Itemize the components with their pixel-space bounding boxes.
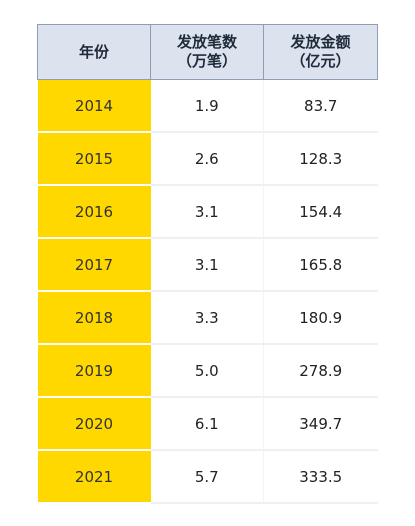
table-header: 年份 发放笔数 （万笔） 发放金额 （亿元） [37,24,378,80]
year-cell: 2019 [37,344,151,398]
year-cell: 2014 [37,79,151,133]
count-cell: 5.7 [150,450,264,504]
table-row: 2017 3.1 165.8 [37,238,378,292]
count-cell: 3.3 [150,291,264,345]
table-row: 2018 3.3 180.9 [37,291,378,345]
amount-cell: 154.4 [263,185,378,239]
table-body: 2014 1.9 83.7 2015 2.6 128.3 2016 3.1 15… [37,79,378,504]
amount-cell: 165.8 [263,238,378,292]
count-cell: 2.6 [150,132,264,186]
table-row: 2016 3.1 154.4 [37,185,378,239]
year-cell: 2017 [37,238,151,292]
header-count: 发放笔数 （万笔） [150,24,264,80]
year-cell: 2016 [37,185,151,239]
amount-cell: 128.3 [263,132,378,186]
amount-cell: 333.5 [263,450,378,504]
header-count-label: 发放笔数 [176,33,237,51]
amount-cell: 278.9 [263,344,378,398]
table-row: 2015 2.6 128.3 [37,132,378,186]
amount-cell: 180.9 [263,291,378,345]
table-row: 2014 1.9 83.7 [37,79,378,133]
table-row: 2021 5.7 333.5 [37,450,378,504]
header-count-unit: （万笔） [176,52,237,70]
count-cell: 3.1 [150,185,264,239]
year-cell: 2015 [37,132,151,186]
table-row: 2020 6.1 349.7 [37,397,378,451]
count-cell: 5.0 [150,344,264,398]
year-cell: 2021 [37,450,151,504]
header-amount: 发放金额 （亿元） [263,24,378,80]
count-cell: 6.1 [150,397,264,451]
header-year: 年份 [37,24,151,80]
amount-cell: 83.7 [263,79,378,133]
header-year-label: 年份 [78,42,109,61]
year-cell: 2018 [37,291,151,345]
header-row: 年份 发放笔数 （万笔） 发放金额 （亿元） [37,24,378,80]
count-cell: 3.1 [150,238,264,292]
header-amount-label: 发放金额 [290,33,351,51]
count-cell: 1.9 [150,79,264,133]
amount-cell: 349.7 [263,397,378,451]
table-row: 2019 5.0 278.9 [37,344,378,398]
year-cell: 2020 [37,397,151,451]
data-table: 年份 发放笔数 （万笔） 发放金额 （亿元） 2014 1.9 83.7 201… [37,24,378,504]
header-amount-unit: （亿元） [290,52,351,70]
